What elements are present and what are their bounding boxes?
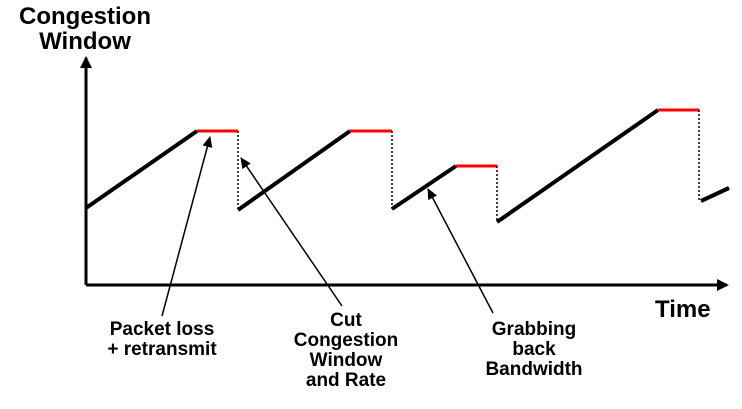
ramp-segment bbox=[495, 108, 660, 224]
y-axis-title: Congestion Window bbox=[2, 4, 168, 54]
ramp-segment bbox=[236, 129, 352, 212]
grab-bandwidth-arrow-icon bbox=[427, 188, 494, 314]
cut-window-arrow-icon bbox=[240, 157, 343, 307]
x-axis-title: Time bbox=[655, 297, 711, 322]
y-axis-title-text: Congestion Window bbox=[19, 3, 151, 56]
packet-loss-annotation: Packet loss + retransmit bbox=[72, 320, 252, 360]
packet-loss-arrow-icon bbox=[161, 136, 213, 317]
ramp-segment bbox=[390, 164, 458, 211]
ramp-segment bbox=[700, 186, 730, 203]
x-axis-title-text: Time bbox=[655, 296, 711, 323]
grab-bandwidth-annotation: Grabbing back Bandwidth bbox=[454, 320, 614, 380]
packet-loss-text: Packet loss + retransmit bbox=[107, 319, 217, 360]
cut-window-annotation: Cut Congestion Window and Rate bbox=[266, 311, 426, 391]
ramp-segment bbox=[84, 129, 199, 210]
cut-window-text: Cut Congestion Window and Rate bbox=[293, 310, 399, 391]
grab-bandwidth-text: Grabbing back Bandwidth bbox=[485, 319, 583, 380]
